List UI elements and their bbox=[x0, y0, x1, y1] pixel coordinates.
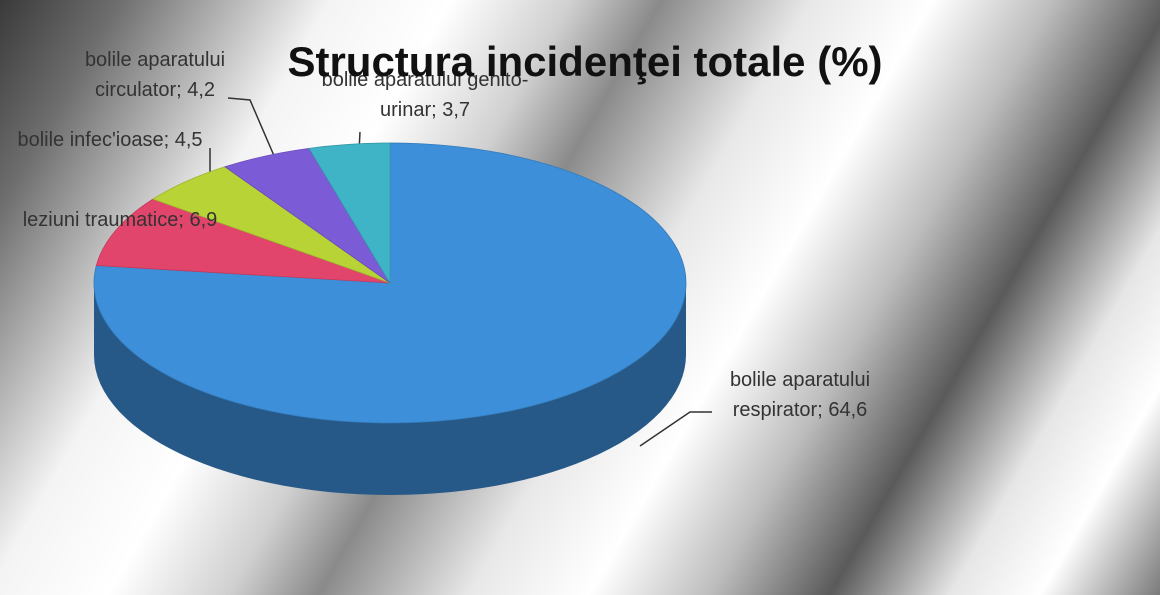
leader-line bbox=[639, 411, 712, 447]
leader-line bbox=[227, 97, 279, 166]
data-label: bolile infec'ioase; 4,5 bbox=[17, 129, 203, 151]
data-label: leziuni traumatice; 6,9 bbox=[22, 209, 218, 231]
pie-slice bbox=[308, 142, 391, 285]
data-label: bolile aparatului respirator; 64,6 bbox=[729, 369, 871, 421]
data-label: bolile aparatului genito-urinar; 3,7 bbox=[321, 69, 529, 121]
pie-slice bbox=[95, 198, 391, 284]
pie bbox=[93, 142, 687, 495]
chart-title: Structura incidenţei totale (%) bbox=[287, 38, 883, 85]
pie-slice-side bbox=[94, 283, 686, 495]
data-label: bolile aparatului circulator; 4,2 bbox=[84, 49, 226, 101]
